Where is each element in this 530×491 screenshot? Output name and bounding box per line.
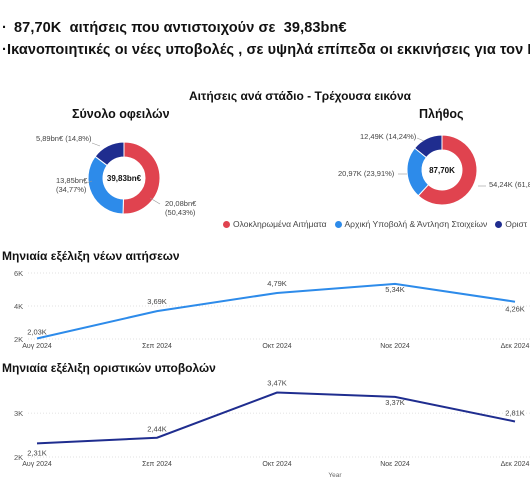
legend-item[interactable]: Οριστ <box>495 219 527 229</box>
x-tick-label: Οκτ 2024 <box>262 461 291 468</box>
donut-leader-line <box>416 137 425 142</box>
summary-line-submissions: ·Ικανοποιητικές οι νέες υποβολές , σε υψ… <box>2 42 530 58</box>
data-label: 4,26K <box>505 305 525 314</box>
donut-data-label: 20,97K (23,91%) <box>338 169 395 178</box>
donut-leader-line <box>91 142 101 147</box>
donut-count-title: Πλήθος <box>419 107 464 121</box>
legend-swatch <box>334 220 342 228</box>
y-tick-label: 4K <box>14 302 23 311</box>
donut-data-label: 20,08bn€ <box>165 199 197 208</box>
donut-data-label: (50,43%) <box>165 208 196 217</box>
x-tick-label: Δεκ 2024 <box>501 461 530 468</box>
donut-data-label: 5,89bn€ (14,8%) <box>36 134 92 143</box>
summary-text: Ικανοποιητικές οι νέες υποβολές , σε υψη… <box>7 42 530 58</box>
total-count: 87,70K <box>14 20 62 36</box>
x-axis-title: Year <box>328 472 342 479</box>
bullet-icon: · <box>2 20 7 36</box>
x-tick-label: Σεπ 2024 <box>142 343 172 350</box>
donut-amount-title: Σύνολο οφειλών <box>72 107 170 121</box>
legend-swatch <box>495 220 503 228</box>
bullet-icon: · <box>2 42 7 58</box>
donut-slice <box>87 155 124 215</box>
data-label: 2,31K <box>27 448 47 457</box>
data-label: 5,34K <box>385 285 405 294</box>
donut-data-label: 54,24K (61,8 <box>489 180 530 189</box>
y-tick-label: 2K <box>14 453 23 462</box>
series-line <box>36 282 516 340</box>
summary-line-totals: · 87,70K αιτήσεις που αντιστοιχούν σε 39,… <box>2 20 347 36</box>
donut-center-label: 87,70K <box>429 166 455 175</box>
donut-leader-line <box>149 197 161 205</box>
legend-swatch <box>223 220 230 228</box>
legend-label: Ολοκληρωμένα Αιτήματα <box>233 219 327 229</box>
legend-label: Οριστ <box>505 219 528 229</box>
legend-label: Αρχική Υποβολή & Άντληση Στοιχείων <box>344 219 488 229</box>
x-tick-label: Νοε 2024 <box>380 461 410 468</box>
donut-leader-line <box>83 180 93 185</box>
y-tick-label: 2K <box>14 335 23 344</box>
donut-slice <box>94 141 125 167</box>
data-label: 3,37K <box>385 398 405 407</box>
total-amount: 39,83bn€ <box>283 20 347 36</box>
data-label: 3,69K <box>147 297 167 306</box>
legend-item[interactable]: Ολοκληρωμένα Αιτήματα <box>223 219 327 229</box>
y-tick-label: 6K <box>14 269 23 278</box>
x-tick-label: Αυγ 2024 <box>22 343 52 350</box>
legend-item[interactable]: Αρχική Υποβολή & Άντληση Στοιχείων <box>334 219 488 229</box>
data-label: 2,03K <box>27 328 47 337</box>
line-chart-title: Μηνιαία εξέλιξη οριστικών υποβολών <box>2 361 216 375</box>
donut-center-label: 39,83bn€ <box>107 174 142 183</box>
data-label: 4,79K <box>267 279 287 288</box>
donut-legend: Ολοκληρωμένα Αιτήματα Αρχική Υποβολή & Άν… <box>223 219 530 229</box>
series-line <box>36 391 516 445</box>
x-tick-label: Δεκ 2024 <box>501 343 530 350</box>
x-tick-label: Νοε 2024 <box>380 343 410 350</box>
donut-section-title: Αιτήσεις ανά στάδιο - Τρέχουσα εικόνα <box>188 89 412 103</box>
x-tick-label: Αυγ 2024 <box>22 461 52 468</box>
donut-slice <box>417 134 478 206</box>
line-chart-title: Μηνιαία εξέλιξη νέων αιτήσεων <box>2 249 180 263</box>
x-tick-label: Σεπ 2024 <box>142 461 172 468</box>
donut-data-label: 13,85bn€ <box>56 176 88 185</box>
summary-text: αιτήσεις που αντιστοιχούν σε <box>69 20 276 36</box>
x-tick-label: Οκτ 2024 <box>262 343 291 350</box>
donut-slice <box>122 141 161 215</box>
data-label: 2,81K <box>505 408 525 417</box>
data-label: 2,44K <box>147 425 167 434</box>
donut-data-label: 12,49K (14,24%) <box>360 132 417 141</box>
data-label: 3,47K <box>267 379 287 388</box>
donut-slice <box>413 134 443 159</box>
y-tick-label: 3K <box>14 409 23 418</box>
donut-data-label: (34,77%) <box>56 185 87 194</box>
